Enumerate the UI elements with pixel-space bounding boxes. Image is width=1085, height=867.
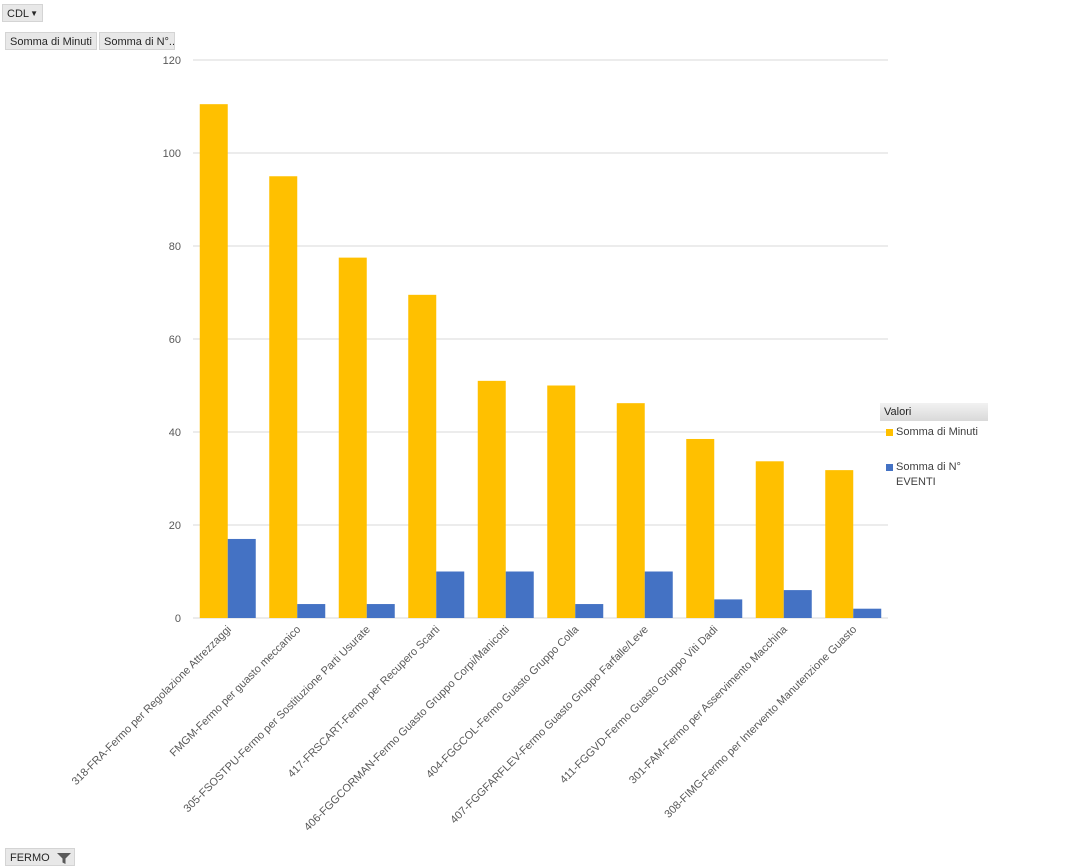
cdl-filter-button[interactable]: CDL ▼	[2, 4, 43, 22]
bar-eventi[interactable]	[783, 590, 812, 618]
x-category-label: 301-FAM-Fermo per Asservimento Macchina	[627, 623, 790, 786]
bar-eventi[interactable]	[366, 604, 395, 618]
legend-swatch-eventi	[886, 464, 893, 471]
bar-eventi[interactable]	[575, 604, 604, 618]
bar-minuti[interactable]	[338, 257, 367, 618]
value-field-button-minuti[interactable]: Somma di Minuti	[5, 32, 97, 50]
bar-eventi[interactable]	[297, 604, 326, 618]
x-category-label: 411-FGGVD-Fermo Guasto Gruppo Viti Dadi	[558, 624, 721, 787]
bar-eventi[interactable]	[505, 571, 534, 619]
chart-legend: Valori Somma di Minuti Somma di N° EVENT…	[880, 403, 988, 490]
y-tick-label: 40	[169, 427, 181, 439]
chevron-down-icon[interactable]: ▼	[30, 9, 38, 18]
bar-minuti[interactable]	[269, 176, 298, 618]
bar-minuti[interactable]	[408, 294, 437, 618]
filter-icon[interactable]	[57, 852, 71, 865]
y-tick-label: 120	[163, 55, 181, 67]
bar-eventi[interactable]	[644, 571, 673, 619]
legend-item-eventi[interactable]: Somma di N° EVENTI	[880, 460, 988, 490]
bar-eventi[interactable]	[227, 538, 256, 618]
legend-title: Valori	[880, 403, 988, 421]
bar-minuti[interactable]	[477, 380, 506, 618]
value-field-button-eventi[interactable]: Somma di N°...	[99, 32, 175, 50]
legend-swatch-minuti	[886, 429, 893, 436]
bar-minuti[interactable]	[825, 470, 854, 618]
bar-eventi[interactable]	[436, 571, 465, 619]
y-tick-label: 0	[175, 613, 181, 625]
bar-minuti[interactable]	[755, 461, 784, 618]
bar-minuti[interactable]	[547, 385, 576, 619]
x-category-label: FMGM-Fermo per guasto meccanico	[168, 624, 304, 760]
bar-minuti[interactable]	[616, 403, 645, 618]
cdl-filter-label: CDL	[7, 8, 30, 20]
bar-minuti[interactable]	[686, 438, 715, 618]
legend-item-minuti[interactable]: Somma di Minuti	[880, 425, 988, 440]
y-tick-label: 80	[169, 241, 181, 253]
legend-label-eventi: Somma di N° EVENTI	[896, 461, 961, 488]
fermo-axis-field-button[interactable]: FERMO	[5, 848, 75, 866]
x-category-label: 318-FRA-Fermo per Regolazione Attrezzagg…	[70, 624, 234, 788]
fermo-field-label: FERMO	[10, 852, 50, 864]
y-tick-label: 60	[169, 334, 181, 346]
bar-eventi[interactable]	[853, 608, 882, 618]
bar-eventi[interactable]	[714, 599, 743, 618]
y-tick-label: 100	[163, 148, 181, 160]
x-category-label: 404-FGGCOL-Fermo Guasto Gruppo Colla	[424, 623, 582, 781]
legend-label-minuti: Somma di Minuti	[896, 426, 978, 438]
x-category-label: 417-FRSCART-Fermo per Recupero Scarti	[286, 624, 443, 781]
bar-minuti[interactable]	[199, 104, 228, 619]
y-tick-label: 20	[169, 520, 181, 532]
